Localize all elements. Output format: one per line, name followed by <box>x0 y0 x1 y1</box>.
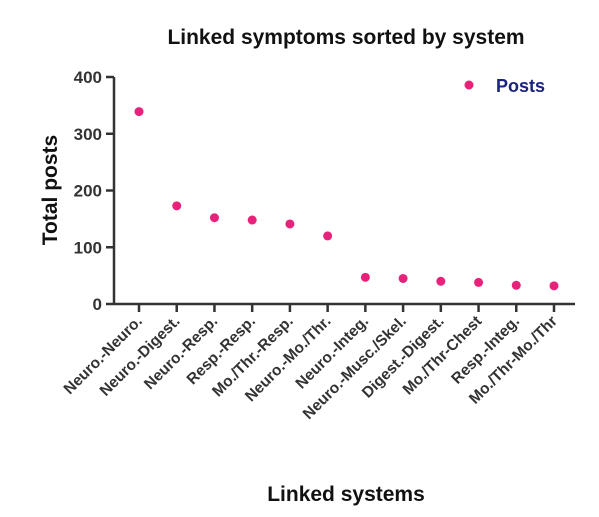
legend: Posts <box>464 76 545 96</box>
data-point <box>511 280 521 290</box>
data-point <box>549 281 559 291</box>
data-point <box>436 276 446 286</box>
data-points <box>134 107 559 291</box>
legend-label-posts: Posts <box>496 76 545 96</box>
y-tick-label: 0 <box>93 295 102 314</box>
data-point <box>360 272 370 282</box>
y-tick-label: 200 <box>74 182 102 201</box>
y-tick-label: 100 <box>74 238 102 257</box>
chart-title: Linked symptoms sorted by system <box>167 26 524 49</box>
y-axis-ticks: 0 100 200 300 400 <box>74 68 114 314</box>
x-axis-ticks: Neuro.-Neuro.Neuro.-Digest.Neuro.-Resp.R… <box>61 304 561 423</box>
data-point <box>474 277 484 287</box>
data-point <box>172 201 182 211</box>
x-axis-label: Linked systems <box>267 483 425 506</box>
axes <box>112 77 575 306</box>
data-point <box>209 213 219 223</box>
legend-marker-posts <box>464 80 474 90</box>
data-point <box>247 215 257 225</box>
data-point <box>285 219 295 229</box>
data-point <box>323 231 333 241</box>
y-axis-label: Total posts <box>39 135 62 245</box>
data-point <box>134 107 144 117</box>
y-tick-label: 300 <box>74 125 102 144</box>
y-tick-label: 400 <box>74 68 102 87</box>
data-point <box>398 273 408 283</box>
